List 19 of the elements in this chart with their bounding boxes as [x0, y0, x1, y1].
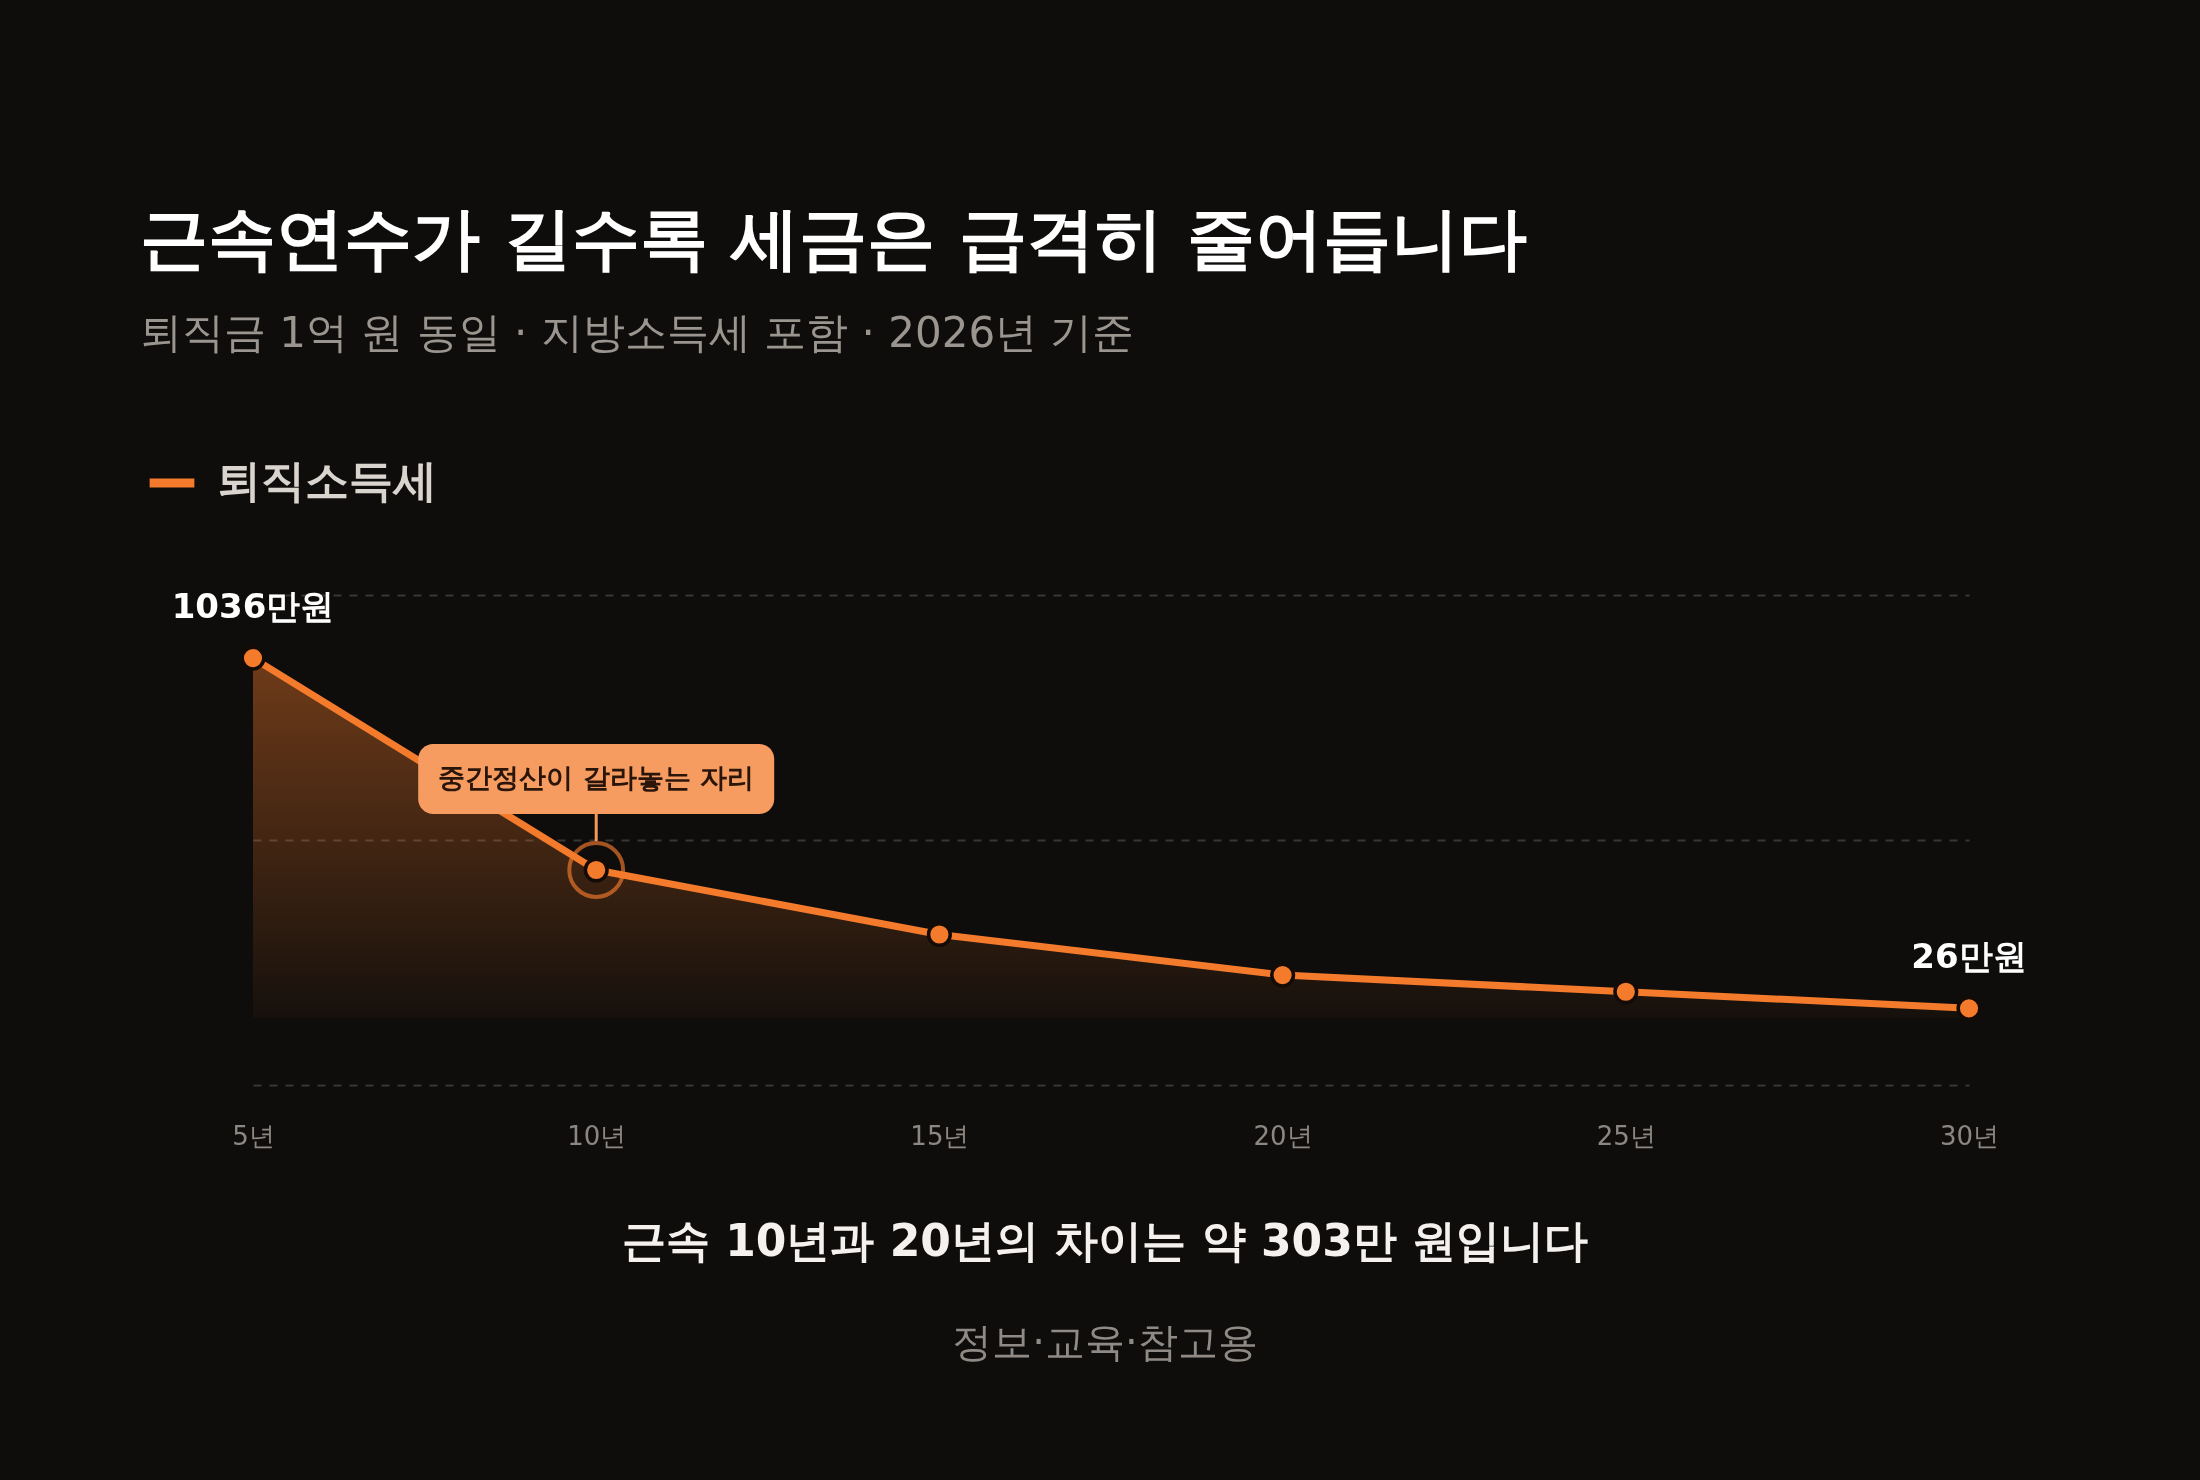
chart-title: 근속연수가 길수록 세금은 급격히 줄어듭니다 [140, 199, 1527, 278]
data-label: 1036만원 [171, 586, 335, 627]
point [1613, 979, 1639, 1005]
chart-subtitle: 퇴직금 1억 원 동일 · 지방소득세 포함 · 2026년 기준 [140, 308, 1135, 357]
text: 정보·교육·참고용 [952, 1319, 1258, 1365]
x-tick-label: 10년 [567, 1120, 627, 1151]
x-tick-label: 20년 [1253, 1120, 1313, 1151]
legend-label: 퇴직소득세 [217, 455, 437, 506]
point [1956, 995, 1982, 1021]
text: 근속 10년과 20년의 차이는 약 303만 원입니다 [621, 1215, 1589, 1266]
x-tick-label: 30년 [1939, 1120, 2000, 1151]
x-tick-label: 15년 [910, 1120, 970, 1151]
point [240, 645, 266, 671]
annotation: 중간정산이 갈라놓는 자리 [438, 762, 755, 793]
point [1270, 962, 1296, 988]
data-label: 26만원 [1911, 936, 2027, 977]
point [926, 921, 952, 948]
x-tick-label: 25년 [1596, 1120, 1656, 1151]
x-tick-label: 5년 [232, 1120, 275, 1151]
